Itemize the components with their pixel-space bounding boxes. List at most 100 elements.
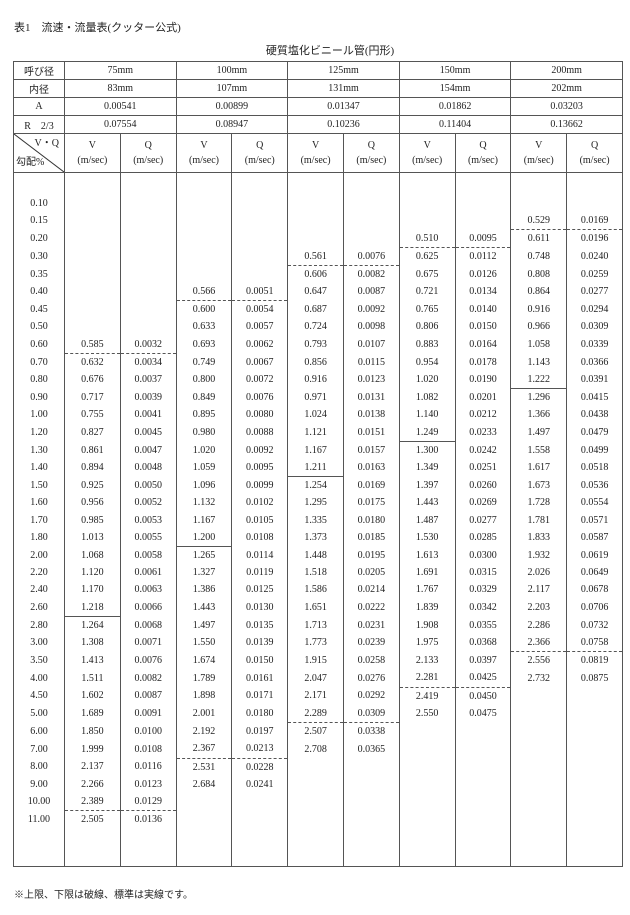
diagonal-header-cell: V・Q 勾配% xyxy=(13,133,65,173)
spacer-cell xyxy=(454,828,512,867)
v-value-cell: 2.505 xyxy=(64,810,121,829)
table-row: 2.80 1.264 0.0068 1.497 0.0135 1.713 0.0231 1.9… xyxy=(13,616,623,635)
v-value-cell xyxy=(64,212,121,230)
q-value-cell: 0.0329 xyxy=(454,581,512,599)
gradient-cell: 0.15 xyxy=(13,212,65,230)
v-value-cell xyxy=(510,740,568,758)
v-value-cell: 1.211 xyxy=(287,459,344,478)
spacer-cell xyxy=(398,828,456,867)
v-value-cell xyxy=(510,704,568,723)
table-row: 0.90 0.717 0.0039 0.849 0.0076 0.971 0.0131 1.0… xyxy=(13,388,623,407)
v-value-cell: 2.419 xyxy=(398,687,456,705)
spacer-cell xyxy=(13,172,65,195)
gradient-cell: 0.80 xyxy=(13,371,65,389)
gradient-cell: 1.80 xyxy=(13,528,65,547)
v-value-cell: 0.765 xyxy=(398,300,456,319)
q-value-cell: 0.0397 xyxy=(454,651,512,670)
q-value-cell: 0.0758 xyxy=(566,634,623,653)
gradient-cell: 0.90 xyxy=(13,388,65,407)
q-value-cell: 0.0292 xyxy=(342,687,400,705)
v-value-cell: 1.140 xyxy=(398,406,456,424)
v-value-cell xyxy=(287,810,344,829)
pipe-r23-cell: 0.08947 xyxy=(175,115,289,134)
v-value-cell: 1.295 xyxy=(287,494,344,512)
q-value-cell: 0.0105 xyxy=(231,511,289,529)
gradient-cell: 0.70 xyxy=(13,353,65,372)
v-value-cell xyxy=(64,300,121,319)
q-value-cell xyxy=(119,212,177,230)
v-value-cell: 2.137 xyxy=(64,758,121,776)
table-row: 2.60 1.218 0.0066 1.443 0.0130 1.651 0.0222 1.8… xyxy=(13,598,623,617)
table-subtitle: 硬質塩化ビニール管(円形) xyxy=(265,45,395,57)
v-value-cell: 2.192 xyxy=(175,722,233,741)
q-value-cell: 0.0129 xyxy=(119,792,177,812)
v-value-cell: 0.633 xyxy=(175,318,233,336)
q-value-cell: 0.0095 xyxy=(231,459,289,477)
q-value-cell xyxy=(342,792,400,811)
gradient-cell: 0.10 xyxy=(13,195,65,213)
table-row: 0.35 0.606 0.0082 0.675 0.0126 0.808 0.0259 xyxy=(13,265,623,284)
v-value-cell xyxy=(287,229,344,248)
v-value-cell: 1.120 xyxy=(64,564,121,582)
q-value-cell: 0.0125 xyxy=(231,581,289,599)
v-value-cell: 0.808 xyxy=(510,265,568,284)
q-value-cell: 0.0309 xyxy=(342,704,400,724)
q-unit: (m/sec) xyxy=(579,155,610,166)
v-value-cell xyxy=(398,792,456,811)
v-value-cell: 2.367 xyxy=(175,740,233,759)
q-value-cell: 0.0201 xyxy=(454,388,512,407)
table-row: 0.80 0.676 0.0037 0.800 0.0072 0.916 0.0123 1.0… xyxy=(13,371,623,390)
q-value-cell: 0.0260 xyxy=(454,476,512,495)
v-value-cell: 1.550 xyxy=(175,634,233,652)
v-value-cell xyxy=(510,195,568,213)
v-value-cell: 1.200 xyxy=(175,528,233,548)
v-value-cell: 2.708 xyxy=(287,740,344,758)
v-value-cell: 1.617 xyxy=(510,459,568,477)
q-value-cell: 0.0123 xyxy=(119,775,177,793)
q-value-cell: 0.0063 xyxy=(119,581,177,599)
area-row: A 0.00541 0.00899 0.01347 0.01862 0.03203 xyxy=(13,97,623,116)
pipe-r23-cell: 0.07554 xyxy=(64,115,177,134)
q-value-cell: 0.0095 xyxy=(454,229,512,249)
q-value-cell xyxy=(342,758,400,776)
v-value-cell: 0.647 xyxy=(287,283,344,301)
q-value-cell: 0.0130 xyxy=(231,598,289,617)
q-value-cell: 0.0037 xyxy=(119,371,177,389)
q-value-cell: 0.0055 xyxy=(119,528,177,547)
gradient-cell: 0.40 xyxy=(13,283,65,301)
v-value-cell: 2.550 xyxy=(398,704,456,723)
gradient-cell: 2.40 xyxy=(13,581,65,599)
q-value-cell: 0.0518 xyxy=(566,459,623,477)
q-value-cell xyxy=(566,792,623,811)
q-value-cell: 0.0180 xyxy=(342,511,400,529)
v-value-cell: 0.925 xyxy=(64,476,121,495)
gradient-cell: 0.20 xyxy=(13,229,65,248)
q-value-cell xyxy=(119,265,177,284)
gradient-cell: 7.00 xyxy=(13,740,65,758)
gradient-cell: 0.60 xyxy=(13,335,65,354)
gradient-cell: 1.20 xyxy=(13,423,65,442)
q-value-cell: 0.0134 xyxy=(454,283,512,301)
q-symbol: Q xyxy=(367,140,375,151)
v-value-cell xyxy=(287,792,344,811)
table-row: 0.45 0.600 0.0054 0.687 0.0092 0.765 0.0140 0.9… xyxy=(13,300,623,319)
table-caption: 表1 流速・流量表(クッター公式) xyxy=(14,22,181,34)
table-row: 0.40 0.566 0.0051 0.647 0.0087 0.721 0.0134 0.8… xyxy=(13,283,623,302)
gradient-cell: 1.50 xyxy=(13,476,65,495)
q-value-cell: 0.0082 xyxy=(342,265,400,284)
q-value-cell xyxy=(342,212,400,230)
table-row: 0.15 0.529 0.0169 xyxy=(13,212,623,231)
q-value-cell: 0.0300 xyxy=(454,546,512,565)
v-value-cell: 1.839 xyxy=(398,598,456,617)
q-value-cell: 0.0197 xyxy=(231,722,289,741)
pipe-a-cell: 0.01347 xyxy=(287,97,400,116)
v-unit: (m/sec) xyxy=(188,155,219,166)
v-value-cell: 1.833 xyxy=(510,528,568,547)
pipe-a-cell: 0.03203 xyxy=(510,97,623,116)
gradient-cell: 5.00 xyxy=(13,704,65,723)
v-value-cell: 1.558 xyxy=(510,441,568,460)
q-value-cell: 0.0222 xyxy=(342,598,400,617)
v-unit: (m/sec) xyxy=(77,155,108,166)
v-value-cell: 1.264 xyxy=(64,616,121,635)
q-value-cell: 0.0258 xyxy=(342,651,400,670)
